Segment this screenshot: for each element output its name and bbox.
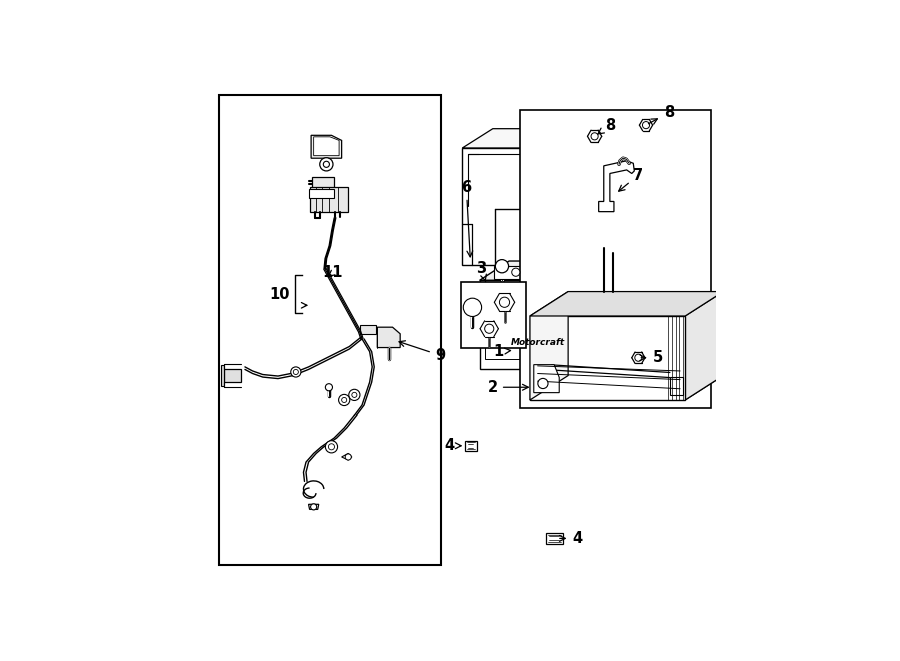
Polygon shape (221, 366, 223, 386)
Circle shape (346, 454, 351, 460)
Polygon shape (546, 533, 562, 543)
Polygon shape (530, 292, 568, 400)
Polygon shape (310, 187, 347, 212)
Polygon shape (463, 148, 562, 265)
Polygon shape (493, 129, 592, 246)
Circle shape (643, 122, 650, 129)
Circle shape (310, 504, 317, 510)
Polygon shape (309, 504, 319, 510)
Circle shape (634, 354, 642, 362)
Polygon shape (685, 292, 724, 400)
Polygon shape (534, 365, 559, 393)
Circle shape (326, 441, 338, 453)
Text: 9: 9 (399, 341, 445, 363)
Text: 4: 4 (444, 438, 461, 453)
Polygon shape (463, 129, 592, 148)
Circle shape (464, 298, 482, 317)
Text: 8: 8 (598, 118, 616, 134)
Circle shape (500, 297, 509, 307)
Text: 11: 11 (323, 265, 343, 280)
Polygon shape (670, 377, 683, 395)
Circle shape (538, 378, 548, 389)
Polygon shape (562, 129, 592, 265)
Polygon shape (361, 325, 375, 334)
Polygon shape (342, 453, 352, 460)
Bar (462, 282, 526, 348)
Text: 8: 8 (648, 105, 674, 124)
Polygon shape (598, 161, 634, 212)
Polygon shape (530, 316, 685, 400)
Bar (220, 95, 441, 565)
Polygon shape (312, 177, 334, 190)
Bar (520, 110, 711, 408)
Polygon shape (465, 441, 476, 451)
Bar (485, 310, 591, 360)
Text: 1: 1 (494, 344, 510, 359)
Circle shape (342, 397, 346, 403)
Circle shape (338, 395, 350, 406)
Polygon shape (311, 136, 342, 158)
Bar (529, 268, 553, 278)
Circle shape (512, 268, 520, 276)
Circle shape (352, 393, 357, 397)
Polygon shape (223, 369, 241, 381)
Text: 10: 10 (269, 287, 290, 301)
Circle shape (293, 369, 299, 375)
Text: 7: 7 (618, 167, 644, 191)
Circle shape (320, 158, 333, 171)
Circle shape (326, 383, 332, 391)
Polygon shape (480, 261, 626, 280)
Polygon shape (480, 280, 597, 369)
Text: 6: 6 (462, 180, 472, 257)
Text: 4: 4 (560, 531, 582, 546)
Polygon shape (309, 189, 334, 198)
Polygon shape (530, 375, 724, 400)
Text: 2: 2 (488, 380, 528, 395)
Circle shape (328, 444, 335, 450)
Polygon shape (313, 137, 339, 156)
Text: 5: 5 (640, 350, 662, 366)
Circle shape (495, 260, 508, 273)
Circle shape (291, 367, 301, 377)
Text: Motorcraft: Motorcraft (511, 338, 565, 347)
Circle shape (591, 133, 599, 140)
Text: 3: 3 (476, 261, 487, 282)
Circle shape (323, 161, 329, 167)
Circle shape (349, 389, 360, 401)
Circle shape (485, 324, 494, 333)
Polygon shape (530, 292, 724, 316)
Polygon shape (597, 261, 626, 369)
Polygon shape (377, 327, 400, 348)
Bar (494, 266, 527, 279)
